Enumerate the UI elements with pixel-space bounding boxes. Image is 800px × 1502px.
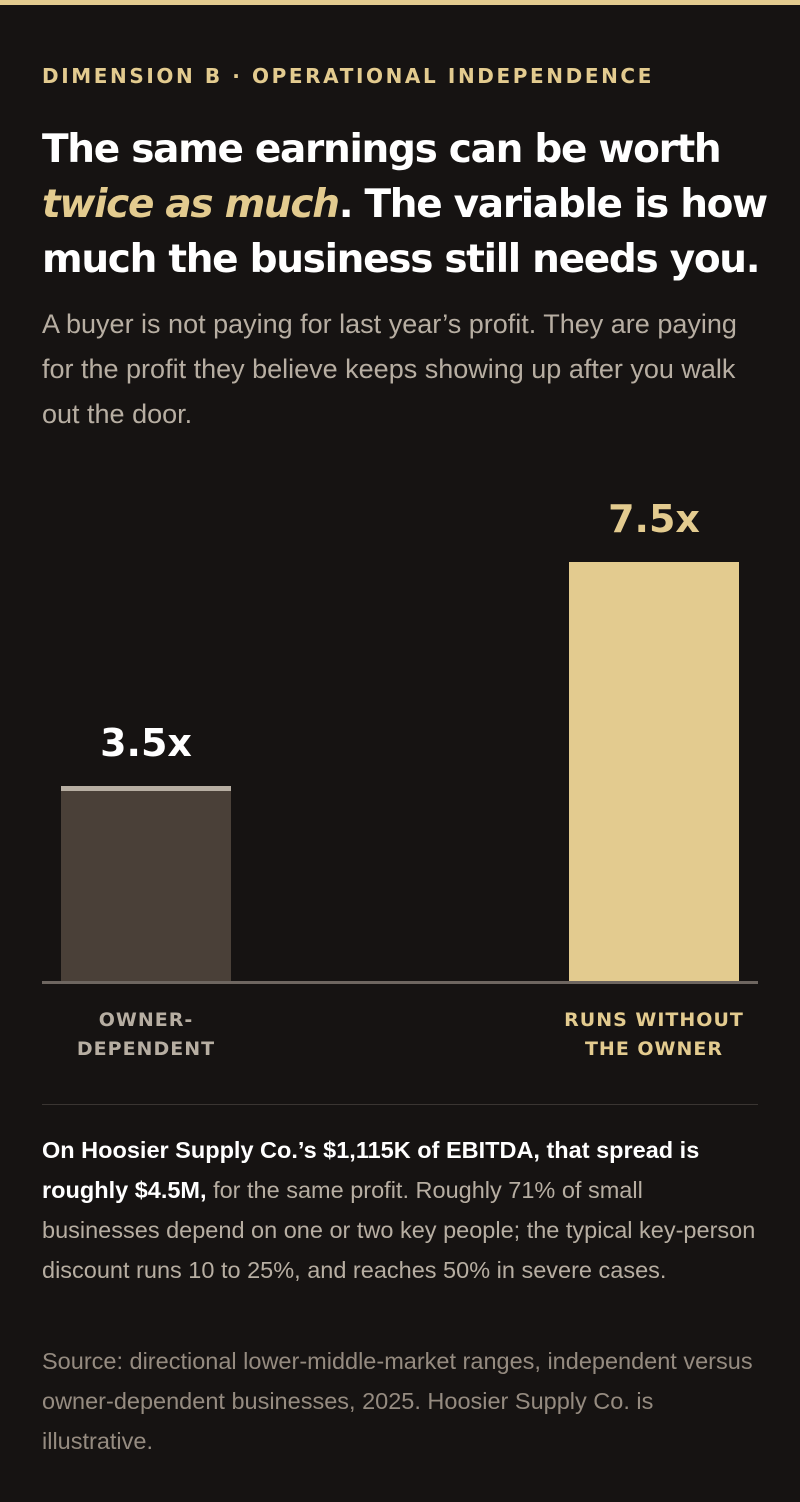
value-label-runs-without-owner: 7.5x (608, 497, 700, 541)
category-label-owner-dependent-line-1: OWNER- (99, 1009, 194, 1031)
chart-baseline (42, 981, 758, 984)
headline-part-1: The same earnings can be worth (42, 127, 722, 172)
headline-part-2: . The variable is how much the business … (42, 182, 768, 282)
valuation-note-lead: On Hoosier Supply Co.’s $1,115K of EBITD… (42, 1137, 700, 1203)
eyebrow-label: DIMENSION B · OPERATIONAL INDEPENDENCE (42, 64, 654, 88)
subheadline: A buyer is not paying for last year’s pr… (42, 309, 737, 429)
bar-owner-dependent (61, 786, 231, 982)
multiple-bar-chart: 3.5x OWNER- DEPENDENT 7.5x RUNS WITHOUT THE O… (42, 497, 758, 1060)
bar-runs-without-owner (569, 562, 739, 982)
headline-emphasis: twice as much (42, 182, 340, 227)
value-label-owner-dependent: 3.5x (100, 721, 192, 765)
bar-cap-runs-without-owner (569, 562, 739, 567)
valuation-note-body: for the same profit. Roughly 71% of smal… (42, 1177, 756, 1283)
valuation-note: On Hoosier Supply Co.’s $1,115K of EBITD… (42, 1130, 758, 1290)
category-label-runs-without-owner-line-2: THE OWNER (585, 1038, 723, 1060)
headline: The same earnings can be worth twice as … (42, 122, 772, 287)
top-accent-rule (0, 0, 800, 5)
category-label-owner-dependent-line-2: DEPENDENT (77, 1038, 215, 1060)
category-label-runs-without-owner-line-1: RUNS WITHOUT (564, 1009, 744, 1031)
source-note: Source: directional lower-middle-market … (42, 1348, 753, 1454)
section-divider (42, 1104, 758, 1105)
bar-cap-owner-dependent (61, 786, 231, 791)
